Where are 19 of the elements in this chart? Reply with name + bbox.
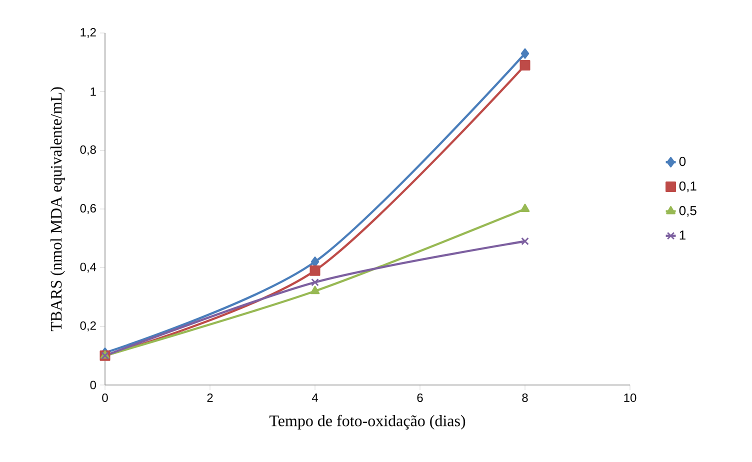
- y-tick-label: 1: [90, 88, 96, 96]
- x-tick-label: 8: [522, 394, 528, 402]
- legend-label: 0,5: [679, 206, 696, 217]
- y-axis-title: TBARS (nmol MDA equivalente/mL): [50, 87, 65, 332]
- y-tick-label: 0,2: [80, 321, 96, 332]
- x-tick-label: 0: [102, 394, 108, 402]
- y-tick-label: 0,6: [80, 204, 96, 214]
- y-tick-label: 0: [90, 380, 96, 390]
- x-tick-label: 6: [417, 394, 423, 402]
- x-tick-label: 2: [207, 394, 213, 402]
- y-tick-label: 1,2: [80, 28, 96, 38]
- legend-label: 0: [679, 156, 686, 166]
- legend-label: 1: [680, 230, 686, 240]
- y-tick-label: 0,4: [80, 262, 96, 273]
- legend-label: 0,1: [679, 181, 696, 192]
- x-tick-label: 4: [312, 394, 318, 402]
- y-tick-label: 0,8: [80, 145, 96, 156]
- x-tick-label: 10: [624, 394, 636, 402]
- x-axis-title: Tempo de foto-oxidação (dias): [269, 414, 466, 430]
